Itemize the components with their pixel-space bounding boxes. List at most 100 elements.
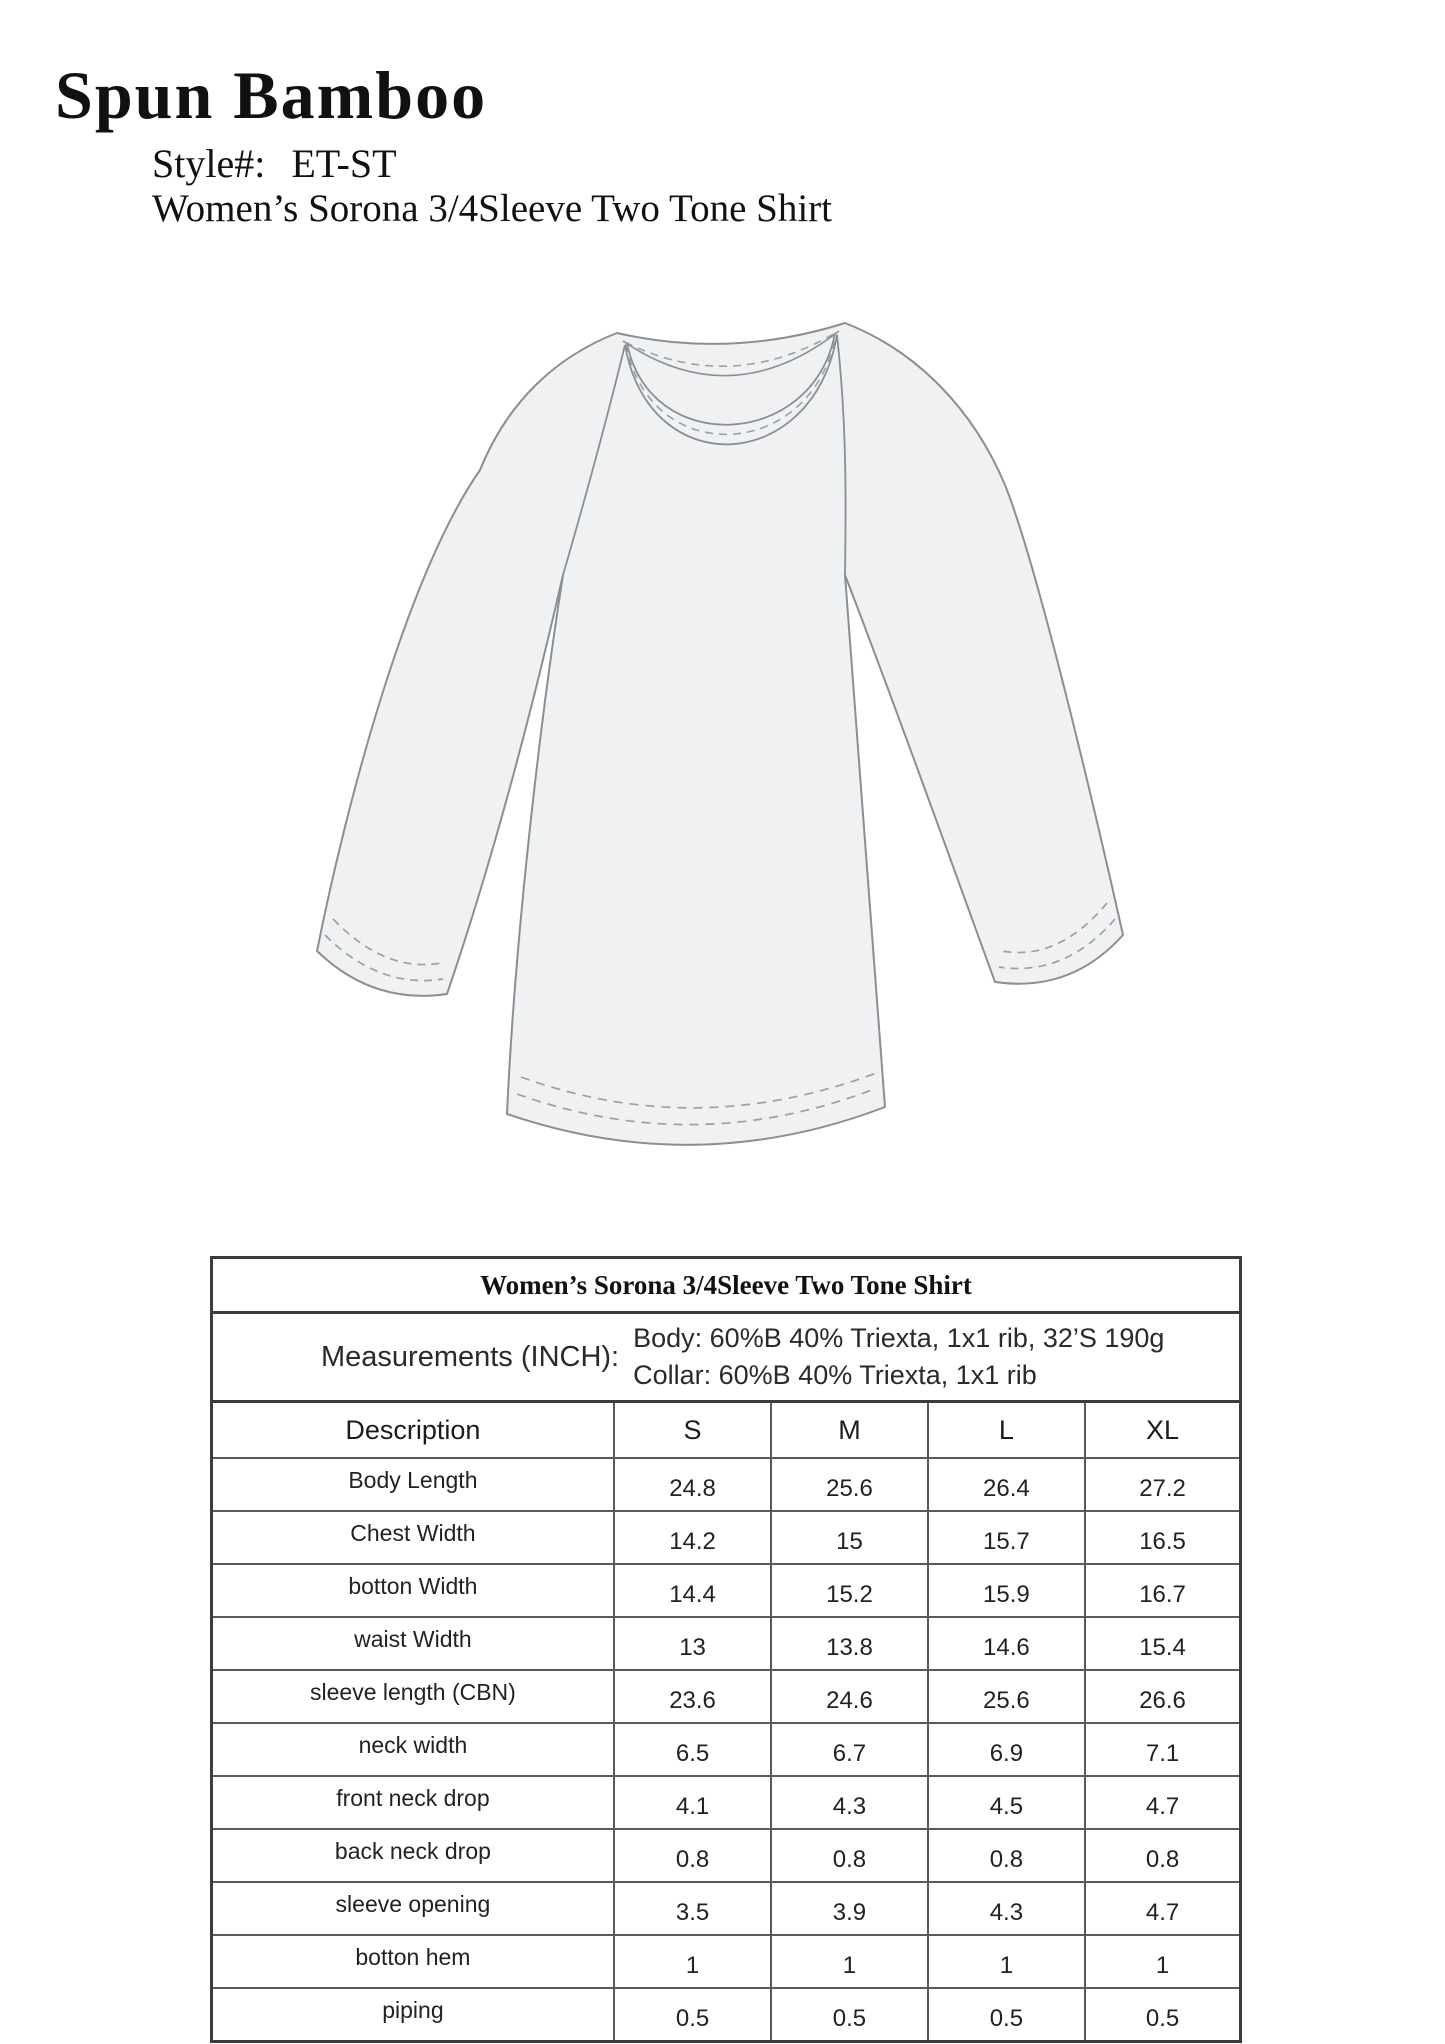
fabric-body-line: Body: 60%B 40% Triexta, 1x1 rib, 32’S 19… (633, 1323, 1165, 1353)
cell-value: 1 (926, 1934, 1087, 1989)
cell-value: 26.6 (1084, 1669, 1242, 1724)
table-row-piping: piping 0.5 0.5 0.5 0.5 (210, 1987, 1242, 2043)
shirt-flat-drawing (316, 322, 1124, 1146)
cell-value: 24.8 (612, 1457, 773, 1512)
row-label: neck width (210, 1722, 615, 1777)
column-header-row: Description S M L XL (210, 1400, 1242, 1459)
chart-title: Women’s Sorona 3/4Sleeve Two Tone Shirt (210, 1256, 1242, 1314)
cell-value: 27.2 (1084, 1457, 1242, 1512)
row-label: sleeve length (CBN) (210, 1669, 615, 1724)
back-neckline (622, 330, 840, 377)
cell-value: 0.5 (926, 1987, 1087, 2043)
cell-value: 14.4 (612, 1563, 773, 1618)
cell-value: 15.9 (926, 1563, 1087, 1618)
row-label: front neck drop (210, 1775, 615, 1830)
cell-value: 3.5 (612, 1881, 773, 1936)
cell-value: 4.7 (1084, 1881, 1242, 1936)
fabric-info: Body: 60%B 40% Triexta, 1x1 rib, 32’S 19… (619, 1320, 1238, 1394)
col-header-m: M (770, 1400, 929, 1459)
cell-value: 0.8 (926, 1828, 1087, 1883)
table-row-waist-width: waist Width 13 13.8 14.6 15.4 (210, 1616, 1242, 1671)
measurements-label: Measurements (INCH): (321, 1340, 620, 1373)
cell-value: 0.5 (770, 1987, 929, 2043)
collar-band-stitch (625, 333, 837, 436)
cell-value: 25.6 (770, 1457, 929, 1512)
cell-value: 15.7 (926, 1510, 1087, 1565)
cell-value: 0.5 (612, 1987, 773, 2043)
front-neckline (624, 334, 838, 446)
row-label: piping (210, 1987, 615, 2043)
style-number-line: Style#: ET-ST (152, 140, 397, 187)
cell-value: 14.2 (612, 1510, 773, 1565)
cell-value: 14.6 (926, 1616, 1087, 1671)
table-row-botton-hem: botton hem 1 1 1 1 (210, 1934, 1242, 1989)
style-value: ET-ST (291, 141, 397, 186)
table-row-sleeve-length: sleeve length (CBN) 23.6 24.6 25.6 26.6 (210, 1669, 1242, 1724)
cell-value: 16.5 (1084, 1510, 1242, 1565)
cell-value: 25.6 (926, 1669, 1087, 1724)
measurements-row: Measurements (INCH): Body: 60%B 40% Trie… (210, 1311, 1242, 1403)
row-label: sleeve opening (210, 1881, 615, 1936)
left-cuff-stitch-row-1 (324, 934, 444, 982)
collar-band-upper-edge (626, 332, 836, 426)
cell-value: 15 (770, 1510, 929, 1565)
cell-value: 13.8 (770, 1616, 929, 1671)
back-neck-stitch (624, 331, 838, 367)
col-header-xl: XL (1084, 1400, 1242, 1459)
cell-value: 4.1 (612, 1775, 773, 1830)
left-cuff-stitch-row-2 (332, 918, 442, 966)
cell-value: 26.4 (926, 1457, 1087, 1512)
cell-value: 15.4 (1084, 1616, 1242, 1671)
hem-stitch-row-1 (516, 1087, 878, 1126)
col-header-l: L (926, 1400, 1087, 1459)
table-row-chest-width: Chest Width 14.2 15 15.7 16.5 (210, 1510, 1242, 1565)
fabric-collar-line: Collar: 60%B 40% Triexta, 1x1 rib (633, 1360, 1037, 1390)
col-header-description: Description (210, 1400, 615, 1459)
row-label: back neck drop (210, 1828, 615, 1883)
shirt-silhouette (316, 322, 1124, 1146)
cell-value: 0.8 (770, 1828, 929, 1883)
cell-value: 1 (1084, 1934, 1242, 1989)
table-row-back-neck-drop: back neck drop 0.8 0.8 0.8 0.8 (210, 1828, 1242, 1883)
cell-value: 6.5 (612, 1722, 773, 1777)
cell-value: 4.5 (926, 1775, 1087, 1830)
row-label: waist Width (210, 1616, 615, 1671)
cell-value: 0.8 (612, 1828, 773, 1883)
cell-value: 7.1 (1084, 1722, 1242, 1777)
left-raglan-seam (562, 344, 626, 576)
right-raglan-seam (836, 334, 847, 576)
size-chart-table: Women’s Sorona 3/4Sleeve Two Tone Shirt … (210, 1256, 1242, 2043)
row-label: botton hem (210, 1934, 615, 1989)
cell-value: 3.9 (770, 1881, 929, 1936)
cell-value: 6.7 (770, 1722, 929, 1777)
col-header-s: S (612, 1400, 773, 1459)
cell-value: 0.8 (1084, 1828, 1242, 1883)
style-label: Style#: (152, 141, 266, 186)
row-label: Chest Width (210, 1510, 615, 1565)
cell-value: 24.6 (770, 1669, 929, 1724)
cell-value: 1 (770, 1934, 929, 1989)
table-row-neck-width: neck width 6.5 6.7 6.9 7.1 (210, 1722, 1242, 1777)
hem-stitch-row-2 (520, 1071, 880, 1109)
chart-title-row: Women’s Sorona 3/4Sleeve Two Tone Shirt (210, 1256, 1242, 1314)
cell-value: 16.7 (1084, 1563, 1242, 1618)
cell-value: 4.7 (1084, 1775, 1242, 1830)
cell-value: 23.6 (612, 1669, 773, 1724)
right-cuff-stitch-row-1 (998, 918, 1116, 970)
cell-value: 6.9 (926, 1722, 1087, 1777)
cell-value: 1 (612, 1934, 773, 1989)
product-name: Women’s Sorona 3/4Sleeve Two Tone Shirt (152, 187, 832, 230)
row-label: Body Length (210, 1457, 615, 1512)
cell-value: 4.3 (926, 1881, 1087, 1936)
table-row-front-neck-drop: front neck drop 4.1 4.3 4.5 4.7 (210, 1775, 1242, 1830)
table-row-body-length: Body Length 24.8 25.6 26.4 27.2 (210, 1457, 1242, 1512)
row-label: botton Width (210, 1563, 615, 1618)
table-row-botton-width: botton Width 14.4 15.2 15.9 16.7 (210, 1563, 1242, 1618)
cell-value: 0.5 (1084, 1987, 1242, 2043)
table-row-sleeve-opening: sleeve opening 3.5 3.9 4.3 4.7 (210, 1881, 1242, 1936)
brand-title: Spun Bamboo (55, 57, 488, 133)
cell-value: 13 (612, 1616, 773, 1671)
right-cuff-stitch-row-2 (1001, 902, 1108, 954)
cell-value: 4.3 (770, 1775, 929, 1830)
